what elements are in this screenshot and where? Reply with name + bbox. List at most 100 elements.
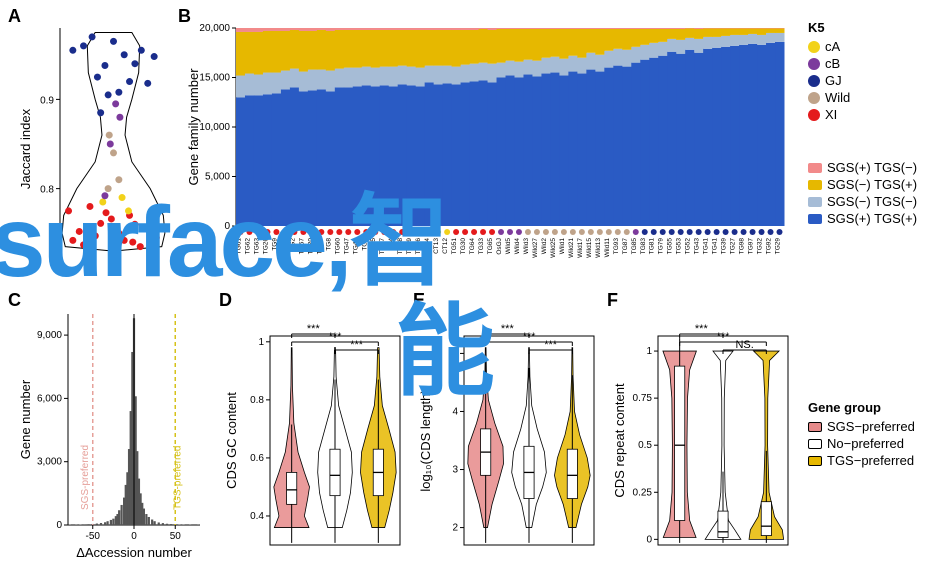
svg-text:TG41: TG41 [712, 238, 719, 255]
svg-text:TG9: TG9 [271, 238, 278, 251]
svg-text:Wild21: Wild21 [568, 238, 575, 258]
svg-text:0.5: 0.5 [638, 440, 652, 451]
panel-d: 0.4 0.6 0.8 1 CDS GC content *** *** *** [224, 308, 406, 563]
svg-text:TG61: TG61 [235, 238, 242, 255]
svg-text:0.25: 0.25 [633, 487, 653, 498]
svg-text:TG62: TG62 [244, 238, 251, 255]
svg-text:TG43: TG43 [694, 238, 701, 255]
svg-text:TG93: TG93 [613, 238, 620, 255]
svg-text:15,000: 15,000 [199, 73, 230, 84]
svg-text:TG17: TG17 [379, 238, 386, 255]
svg-text:***: *** [695, 323, 709, 335]
svg-text:0: 0 [646, 534, 652, 545]
svg-text:TG27: TG27 [730, 238, 737, 255]
svg-text:TG41: TG41 [703, 238, 710, 255]
svg-text:TG30: TG30 [460, 238, 467, 255]
svg-text:NS.: NS. [735, 339, 753, 351]
stack-legend: SGS(+) TGS(−)SGS(−) TGS(+)SGS(−) TGS(−)S… [808, 160, 917, 228]
svg-text:0.4: 0.4 [250, 511, 264, 522]
svg-text:TG83: TG83 [640, 238, 647, 255]
svg-text:3,000: 3,000 [37, 457, 62, 468]
svg-text:0.6: 0.6 [250, 453, 264, 464]
gene-group-legend: Gene groupSGS−preferredNo−preferredTGS−p… [808, 400, 915, 470]
svg-text:Wild1: Wild1 [559, 238, 566, 255]
svg-text:Wild3: Wild3 [523, 238, 530, 255]
svg-text:TG32: TG32 [757, 238, 764, 255]
svg-text:TG26: TG26 [262, 238, 269, 255]
svg-text:0.8: 0.8 [250, 395, 264, 406]
svg-text:TG39: TG39 [721, 238, 728, 255]
svg-text:***: *** [329, 331, 343, 343]
panel-a: 0.8 0.9 Jaccard index [18, 24, 173, 274]
svg-text:Wild27: Wild27 [532, 238, 539, 258]
svg-text:SGS-preferred: SGS-preferred [80, 445, 91, 510]
svg-text:3: 3 [452, 465, 458, 476]
svg-text:***: *** [523, 331, 537, 343]
svg-text:TG18: TG18 [397, 238, 404, 255]
svg-text:***: *** [501, 323, 515, 335]
svg-text:TG33: TG33 [478, 238, 485, 255]
svg-text:TG70: TG70 [316, 238, 323, 255]
svg-text:Wild25: Wild25 [550, 238, 557, 258]
svg-text:TG52: TG52 [685, 238, 692, 255]
svg-text:TG20: TG20 [307, 238, 314, 255]
svg-text:CDS repeat content: CDS repeat content [612, 383, 627, 498]
svg-text:1: 1 [646, 346, 652, 357]
svg-text:***: *** [350, 339, 364, 351]
svg-text:CT12: CT12 [442, 238, 449, 254]
svg-text:Wild15: Wild15 [586, 238, 593, 258]
svg-text:OsGJ: OsGJ [496, 238, 503, 255]
panel-e: 2345log₁₀(CDS length)********* [418, 308, 600, 563]
svg-text:0.75: 0.75 [633, 393, 653, 404]
svg-text:TG85: TG85 [631, 238, 638, 255]
svg-text:CDS GC content: CDS GC content [224, 392, 239, 489]
svg-text:Jaccard index: Jaccard index [18, 108, 33, 189]
svg-text:TG97: TG97 [748, 238, 755, 255]
svg-text:Gene family number: Gene family number [186, 68, 201, 186]
svg-text:TG64: TG64 [469, 238, 476, 255]
svg-text:TG47: TG47 [343, 238, 350, 255]
svg-text:TGS-preferred: TGS-preferred [172, 446, 183, 510]
svg-text:TG51: TG51 [451, 238, 458, 255]
svg-text:10,000: 10,000 [199, 122, 230, 133]
svg-text:***: *** [307, 323, 321, 335]
svg-text:50: 50 [170, 531, 182, 542]
panel-c: 03,0006,0009,000-50050Gene numberΔAccess… [18, 308, 208, 563]
svg-text:Wild4: Wild4 [514, 238, 521, 255]
svg-text:20,000: 20,000 [199, 24, 230, 34]
svg-text:TG45: TG45 [352, 238, 359, 255]
svg-text:TG79: TG79 [658, 238, 665, 255]
svg-text:TG66: TG66 [415, 238, 422, 255]
k5-legend: K5cAcBGJWildXI [808, 20, 850, 124]
svg-text:TG15: TG15 [370, 238, 377, 255]
svg-text:TG2: TG2 [289, 238, 296, 251]
svg-text:Wild17: Wild17 [577, 238, 584, 258]
svg-text:***: *** [717, 331, 731, 343]
svg-text:2: 2 [452, 523, 458, 534]
svg-text:TG81: TG81 [649, 238, 656, 255]
svg-text:TG87: TG87 [622, 238, 629, 255]
svg-text:0: 0 [224, 221, 230, 232]
svg-text:Wild13: Wild13 [595, 238, 602, 258]
panel-b: 0 5,000 10,000 15,000 20,000 Gene family numb… [186, 24, 788, 284]
svg-text:TG63: TG63 [253, 238, 260, 255]
svg-text:Wild5: Wild5 [505, 238, 512, 255]
svg-text:log₁₀(CDS length): log₁₀(CDS length) [418, 389, 433, 491]
svg-text:1: 1 [258, 337, 264, 348]
svg-text:TG92: TG92 [766, 238, 773, 255]
svg-text:9,000: 9,000 [37, 330, 62, 341]
svg-text:5: 5 [452, 348, 458, 359]
svg-text:-50: -50 [86, 531, 101, 542]
svg-text:0.9: 0.9 [40, 95, 54, 106]
panel-f: 0 0.25 0.5 0.75 1 CDS repeat content *** *** NS. [612, 308, 794, 563]
svg-text:TG98: TG98 [739, 238, 746, 255]
svg-text:Wild11: Wild11 [604, 238, 611, 258]
svg-text:Wild2: Wild2 [541, 238, 548, 255]
svg-text:TG60: TG60 [334, 238, 341, 255]
svg-text:TG65: TG65 [487, 238, 494, 255]
svg-text:ΔAccession number: ΔAccession number [76, 545, 192, 560]
svg-text:TG29: TG29 [775, 238, 782, 255]
svg-text:5,000: 5,000 [205, 172, 230, 183]
svg-text:0.8: 0.8 [40, 185, 54, 196]
svg-text:TG67: TG67 [298, 238, 305, 255]
